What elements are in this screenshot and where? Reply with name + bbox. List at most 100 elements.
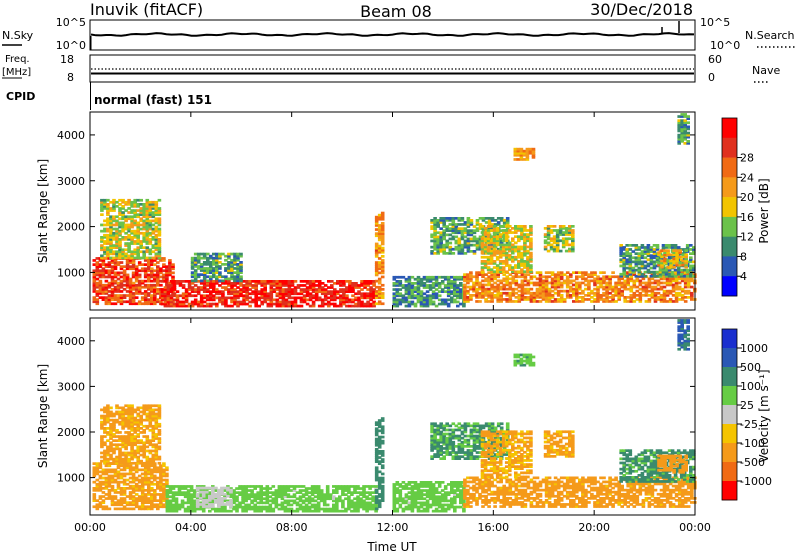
colorbar-segment <box>722 118 737 139</box>
heatmap-cell <box>450 282 454 285</box>
heatmap-cell <box>109 453 113 457</box>
heatmap-cell <box>159 489 163 492</box>
heatmap-cell <box>514 225 518 228</box>
heatmap-cell <box>496 298 500 301</box>
heatmap-cell <box>101 269 106 273</box>
heatmap-cell <box>151 229 156 233</box>
heatmap-cell <box>156 290 160 293</box>
heatmap-cell <box>436 247 440 251</box>
heatmap-cell <box>677 125 681 129</box>
heatmap-cell <box>487 281 491 285</box>
heatmap-cell <box>605 291 609 295</box>
heatmap-cell <box>109 244 113 247</box>
heatmap-cell <box>168 281 172 285</box>
heatmap-cell <box>486 237 491 241</box>
heatmap-cell <box>133 449 137 453</box>
heatmap-cell <box>143 478 148 482</box>
heatmap-cell <box>499 300 503 303</box>
heatmap-cell <box>460 223 465 226</box>
heatmap-cell <box>442 217 446 220</box>
heatmap-cell <box>151 219 156 223</box>
heatmap-cell <box>445 239 449 243</box>
heatmap-cell <box>374 290 379 293</box>
heatmap-cell <box>122 294 127 297</box>
heatmap-cell <box>671 277 676 281</box>
heatmap-cell <box>625 244 629 247</box>
heatmap-cell <box>354 284 358 287</box>
heatmap-cell <box>374 252 379 256</box>
heatmap-cell <box>284 284 289 287</box>
heatmap-cell <box>142 447 146 451</box>
heatmap-cell <box>137 302 142 306</box>
heatmap-cell <box>443 300 448 304</box>
heatmap-cell <box>556 273 561 276</box>
heatmap-cell <box>143 285 148 289</box>
heatmap-cell <box>227 271 231 274</box>
heatmap-cell <box>116 466 121 470</box>
heatmap-cell <box>553 287 558 291</box>
heatmap-cell <box>652 270 657 274</box>
heatmap-cell <box>565 277 570 281</box>
heatmap-cell <box>153 495 157 498</box>
heatmap-cell <box>529 298 534 301</box>
heatmap-cell <box>137 487 142 490</box>
heatmap-cell <box>575 275 579 279</box>
heatmap-cell <box>124 215 128 219</box>
heatmap-cell <box>469 229 474 232</box>
heatmap-cell <box>380 292 385 295</box>
heatmap-cell <box>101 296 106 299</box>
heatmap-cell <box>239 277 243 281</box>
heatmap-cell <box>637 258 642 262</box>
heatmap-cell <box>469 287 473 291</box>
heatmap-cell <box>110 474 115 478</box>
heatmap-cell <box>136 449 140 453</box>
heatmap-cell <box>100 236 104 239</box>
heatmap-cell <box>336 280 340 283</box>
heatmap-cell <box>172 284 177 287</box>
heatmap-cell <box>202 275 207 279</box>
heatmap-cell <box>215 267 219 270</box>
heatmap-cell <box>122 283 127 287</box>
heatmap-cell <box>459 290 463 293</box>
heatmap-cell <box>133 231 137 235</box>
heatmap-cell <box>128 468 133 472</box>
heatmap-cell <box>413 290 418 293</box>
heatmap-cell <box>171 263 175 266</box>
heatmap-cell <box>436 223 440 226</box>
heatmap-cell <box>463 252 468 255</box>
heatmap-cell <box>109 223 113 227</box>
heatmap-cell <box>377 234 382 238</box>
heatmap-cell <box>148 410 153 414</box>
heatmap-cell <box>215 277 219 281</box>
heatmap-cell <box>175 302 180 306</box>
heatmap-cell <box>154 447 159 451</box>
heatmap-cell <box>407 275 412 279</box>
heatmap-cell <box>218 275 222 279</box>
heatmap-cell <box>602 285 606 289</box>
heatmap-cell <box>103 240 107 243</box>
heatmap-cell <box>233 277 237 281</box>
heatmap-cell <box>472 283 476 287</box>
heatmap-cell <box>637 260 642 264</box>
heatmap-cell <box>165 277 169 281</box>
heatmap-cell <box>196 258 201 262</box>
heatmap-cell <box>139 231 143 235</box>
heatmap-cell <box>230 286 234 289</box>
heatmap-cell <box>652 256 657 260</box>
heatmap-cell <box>109 242 113 245</box>
heatmap-cell <box>202 256 207 260</box>
heatmap-cell <box>133 416 137 420</box>
colorbar-segment <box>722 236 737 257</box>
heatmap-cell <box>614 287 618 291</box>
heatmap-cell <box>683 119 687 122</box>
heatmap-cell <box>492 225 497 228</box>
heatmap-cell <box>333 294 337 298</box>
heatmap-cell <box>466 291 470 295</box>
heatmap-cell <box>174 485 179 488</box>
heatmap-cell <box>92 466 97 470</box>
heatmap-cell <box>148 422 153 426</box>
heatmap-cell <box>137 288 142 291</box>
heatmap-cell <box>565 291 570 295</box>
heatmap-cell <box>116 285 121 289</box>
heatmap-cell <box>433 225 437 228</box>
